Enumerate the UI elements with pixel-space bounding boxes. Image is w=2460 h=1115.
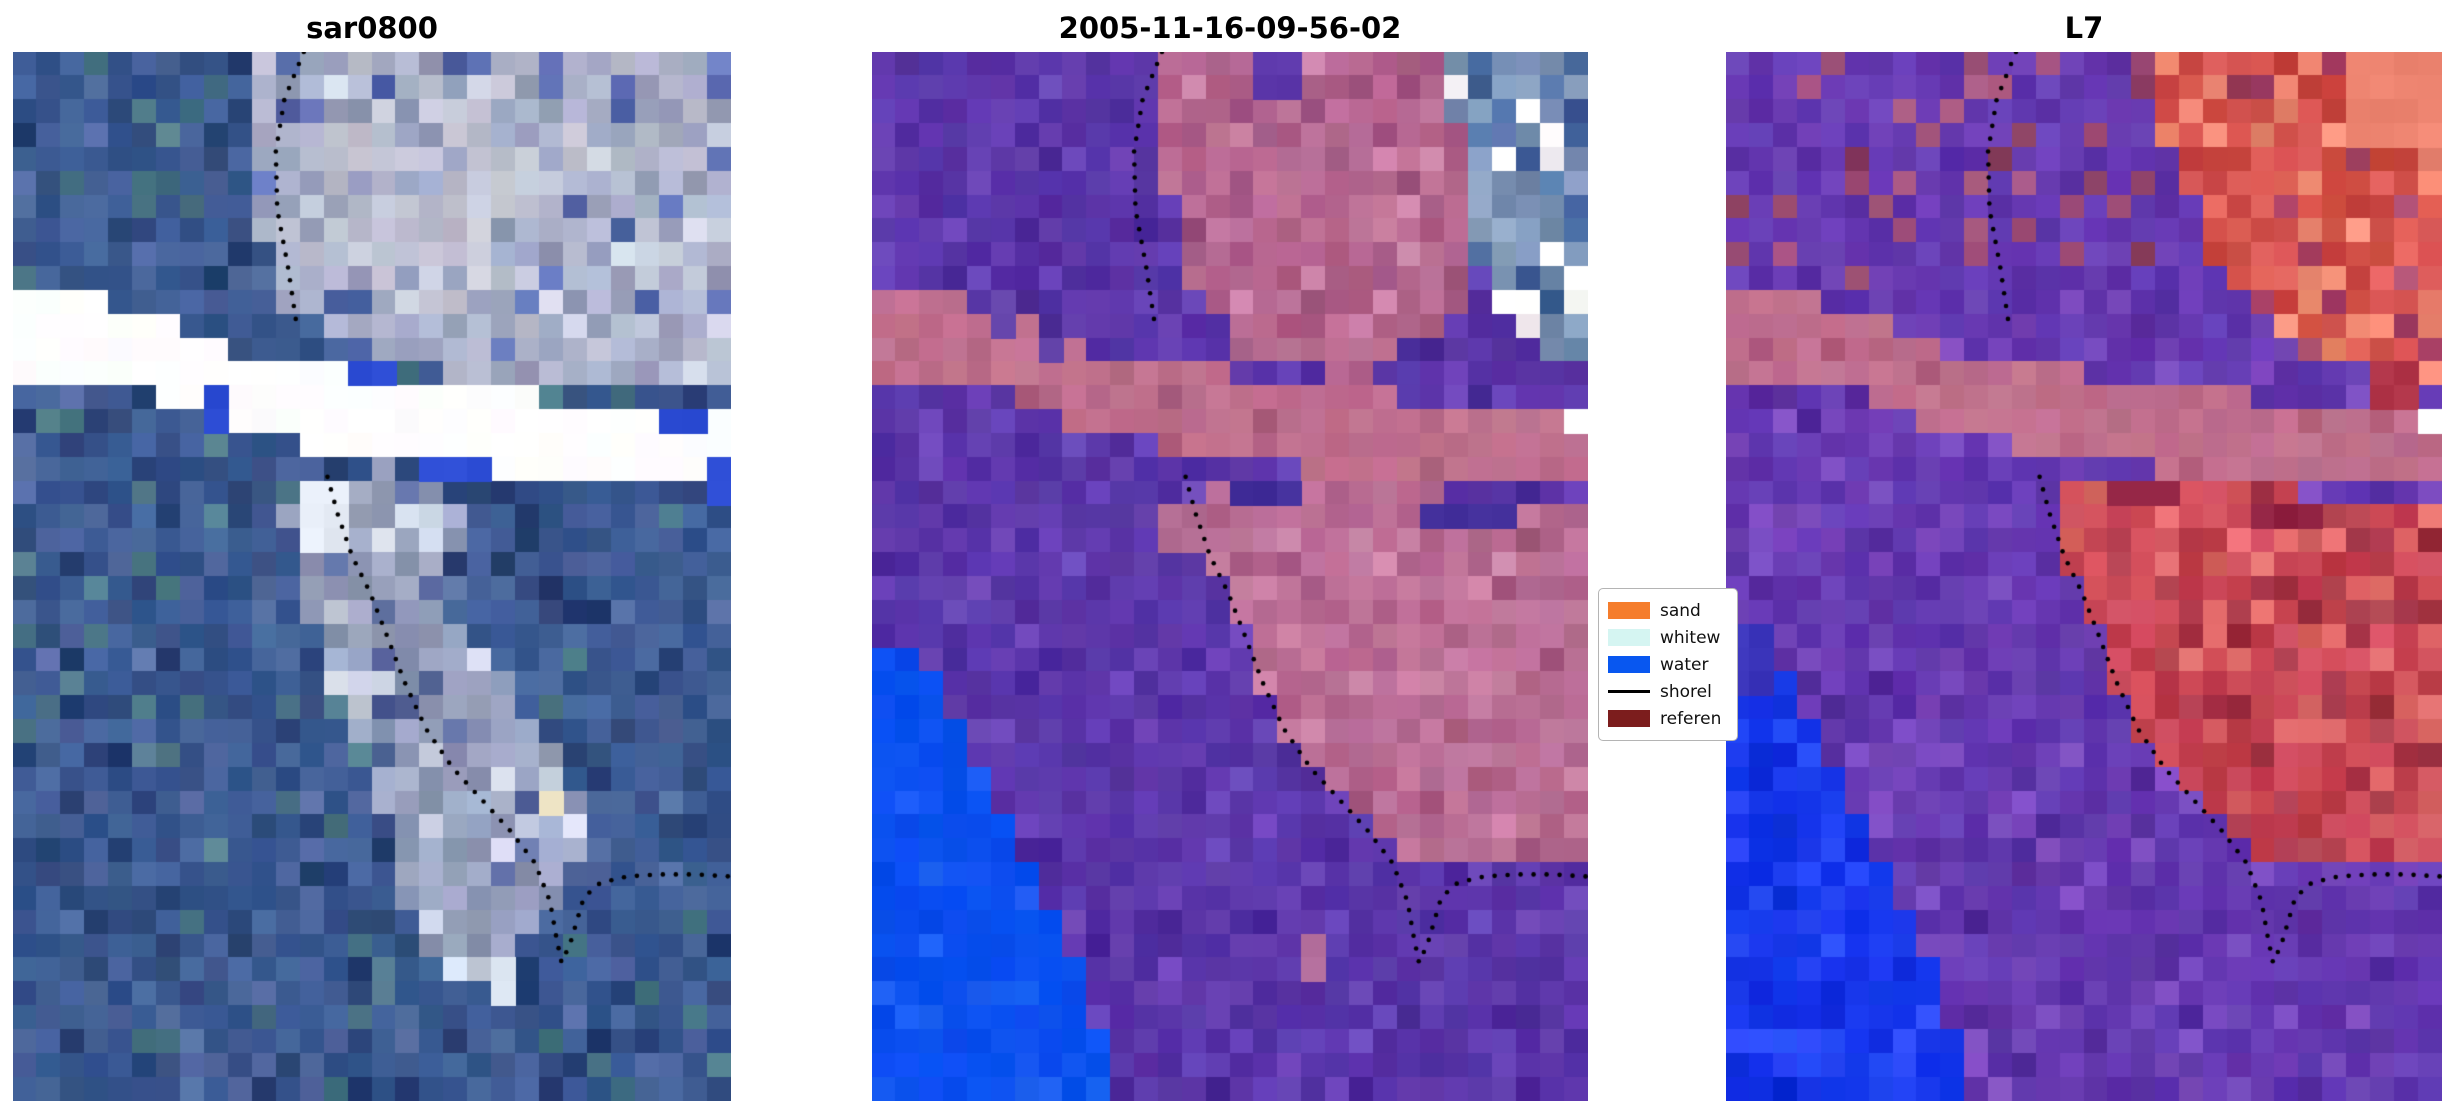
legend-label: water [1660, 654, 1709, 675]
legend-label: sand [1660, 600, 1701, 621]
legend-color-swatch [1608, 629, 1650, 646]
panel-image-classified [872, 52, 1588, 1101]
panel-title-sar0800: sar0800 [306, 11, 438, 45]
legend-label: shorel [1660, 681, 1712, 702]
legend-label: whitew [1660, 627, 1721, 648]
legend-rows: sand whitew water shorel referen [1608, 597, 1737, 732]
panel-image-sar0800 [13, 52, 731, 1101]
legend: sand whitew water shorel referen [1598, 588, 1738, 741]
legend-line-sample [1608, 690, 1650, 693]
legend-color-swatch [1608, 602, 1650, 619]
legend-color-swatch [1608, 710, 1650, 727]
legend-entry-shorel: shorel [1608, 678, 1737, 705]
legend-entry-whitew: whitew [1608, 624, 1737, 651]
panel-image-l7 [1726, 52, 2442, 1101]
legend-color-swatch [1608, 656, 1650, 673]
legend-entry-referen: referen [1608, 705, 1737, 732]
legend-entry-water: water [1608, 651, 1737, 678]
legend-label: referen [1660, 708, 1722, 729]
panel-title-l7: L7 [2064, 11, 2104, 45]
panel-title-date: 2005-11-16-09-56-02 [1058, 11, 1402, 45]
legend-entry-sand: sand [1608, 597, 1737, 624]
